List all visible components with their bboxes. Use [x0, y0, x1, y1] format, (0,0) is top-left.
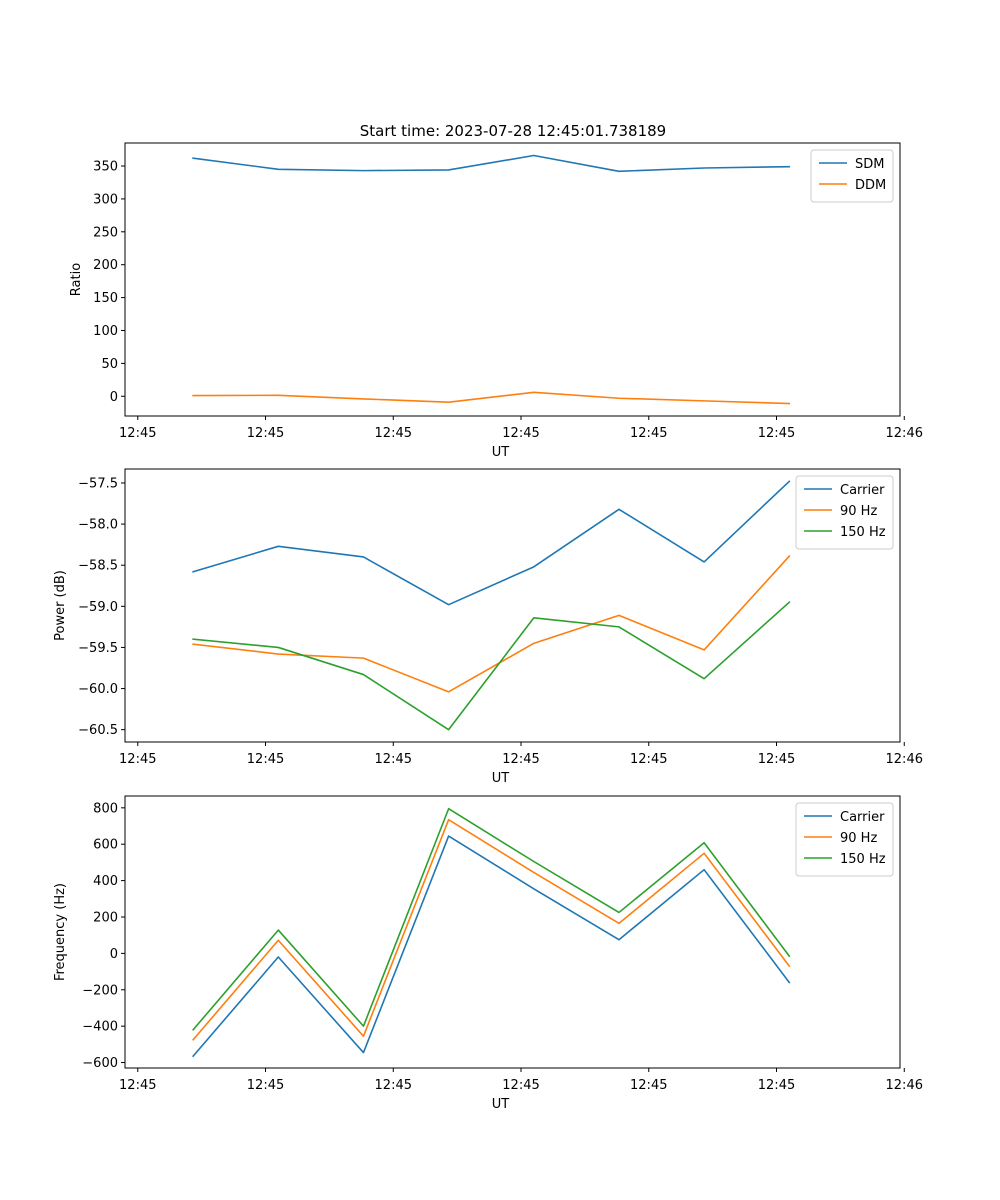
x-tick-label: 12:45 — [502, 1078, 539, 1093]
x-tick-label: 12:45 — [119, 1078, 156, 1093]
chart-panel-1: 0 50 100 150 200 250 300 350 12:45 12:45 12:45 12:4… — [69, 142, 923, 460]
series-line-carrier — [192, 480, 791, 606]
y-tick-label: −60.0 — [78, 682, 118, 697]
x-axis-label: UT — [492, 771, 510, 786]
axes-frame — [124, 468, 901, 743]
series-line-150-hz — [192, 807, 791, 1031]
y-tick-label: 350 — [93, 160, 118, 175]
y-tick-label: −600 — [82, 1056, 118, 1071]
legend-label: 150 Hz — [840, 525, 886, 540]
x-tick-label: 12:45 — [119, 426, 156, 441]
x-tick-label: 12:45 — [247, 1078, 284, 1093]
y-tick-label: 200 — [93, 258, 118, 273]
y-tick-label: 200 — [93, 910, 118, 925]
x-tick-label: 12:45 — [247, 752, 284, 767]
y-tick-label: −57.5 — [78, 476, 118, 491]
y-tick-label: 50 — [101, 357, 118, 372]
y-tick-label: −60.5 — [78, 723, 118, 738]
legend-label: DDM — [855, 178, 886, 193]
y-tick-label: 0 — [110, 947, 118, 962]
x-axis-label: UT — [492, 1097, 510, 1112]
y-tick-label: −400 — [82, 1020, 118, 1035]
x-tick-label: 12:46 — [886, 426, 923, 441]
y-tick-label: 600 — [93, 838, 118, 853]
series-line-carrier — [192, 835, 791, 1058]
y-tick-label: 300 — [93, 192, 118, 207]
chart-panel-2: −60.5 −60.0 −59.5 −59.0 −58.5 −58.0 −57.5 12:45… — [53, 468, 923, 786]
y-tick-label: 400 — [93, 874, 118, 889]
series-line-90-hz — [192, 818, 791, 1041]
series-line-150-hz — [192, 601, 791, 731]
x-tick-label: 12:45 — [630, 752, 667, 767]
legend-label: Carrier — [840, 483, 885, 498]
figure-title: Start time: 2023-07-28 12:45:01.738189 — [360, 122, 666, 140]
x-tick-label: 12:45 — [375, 1078, 412, 1093]
y-tick-label: −200 — [82, 983, 118, 998]
y-tick-label: −58.0 — [78, 518, 118, 533]
legend: Carrier 90 Hz 150 Hz — [795, 475, 894, 550]
y-tick-label: 100 — [93, 324, 118, 339]
y-axis-label: Frequency (Hz) — [53, 883, 68, 981]
legend-label: Carrier — [840, 810, 885, 825]
y-tick-label: −59.0 — [78, 600, 118, 615]
x-tick-label: 12:45 — [630, 426, 667, 441]
legend: Carrier 90 Hz 150 Hz — [795, 802, 894, 877]
y-axis-label: Power (dB) — [53, 570, 68, 641]
y-tick-label: 800 — [93, 801, 118, 816]
legend-label: 90 Hz — [840, 831, 877, 846]
x-tick-label: 12:45 — [758, 1078, 795, 1093]
legend-label: SDM — [855, 157, 884, 172]
x-tick-label: 12:45 — [119, 752, 156, 767]
x-tick-label: 12:46 — [886, 752, 923, 767]
series-line-sdm — [192, 154, 791, 173]
x-tick-label: 12:45 — [502, 752, 539, 767]
chart-panel-3: −600 −400 −200 0 200 400 600 800 12:45 12:45 12:45… — [53, 795, 923, 1112]
series-line-ddm — [192, 391, 791, 405]
y-tick-label: 0 — [110, 390, 118, 405]
x-tick-label: 12:45 — [758, 752, 795, 767]
y-tick-label: −58.5 — [78, 559, 118, 574]
x-tick-label: 12:45 — [375, 426, 412, 441]
x-tick-label: 12:46 — [886, 1078, 923, 1093]
legend: SDM DDM — [810, 149, 894, 203]
y-tick-label: 250 — [93, 225, 118, 240]
axes-frame — [124, 795, 901, 1069]
axes-frame — [124, 142, 901, 417]
x-tick-label: 12:45 — [247, 426, 284, 441]
x-tick-label: 12:45 — [758, 426, 795, 441]
x-axis-label: UT — [492, 445, 510, 460]
x-tick-label: 12:45 — [630, 1078, 667, 1093]
y-axis-label: Ratio — [69, 263, 84, 296]
y-tick-label: −59.5 — [78, 641, 118, 656]
series-line-90-hz — [192, 555, 791, 693]
legend-label: 90 Hz — [840, 504, 877, 519]
legend-label: 150 Hz — [840, 852, 886, 867]
x-tick-label: 12:45 — [375, 752, 412, 767]
y-tick-label: 150 — [93, 291, 118, 306]
x-tick-label: 12:45 — [502, 426, 539, 441]
